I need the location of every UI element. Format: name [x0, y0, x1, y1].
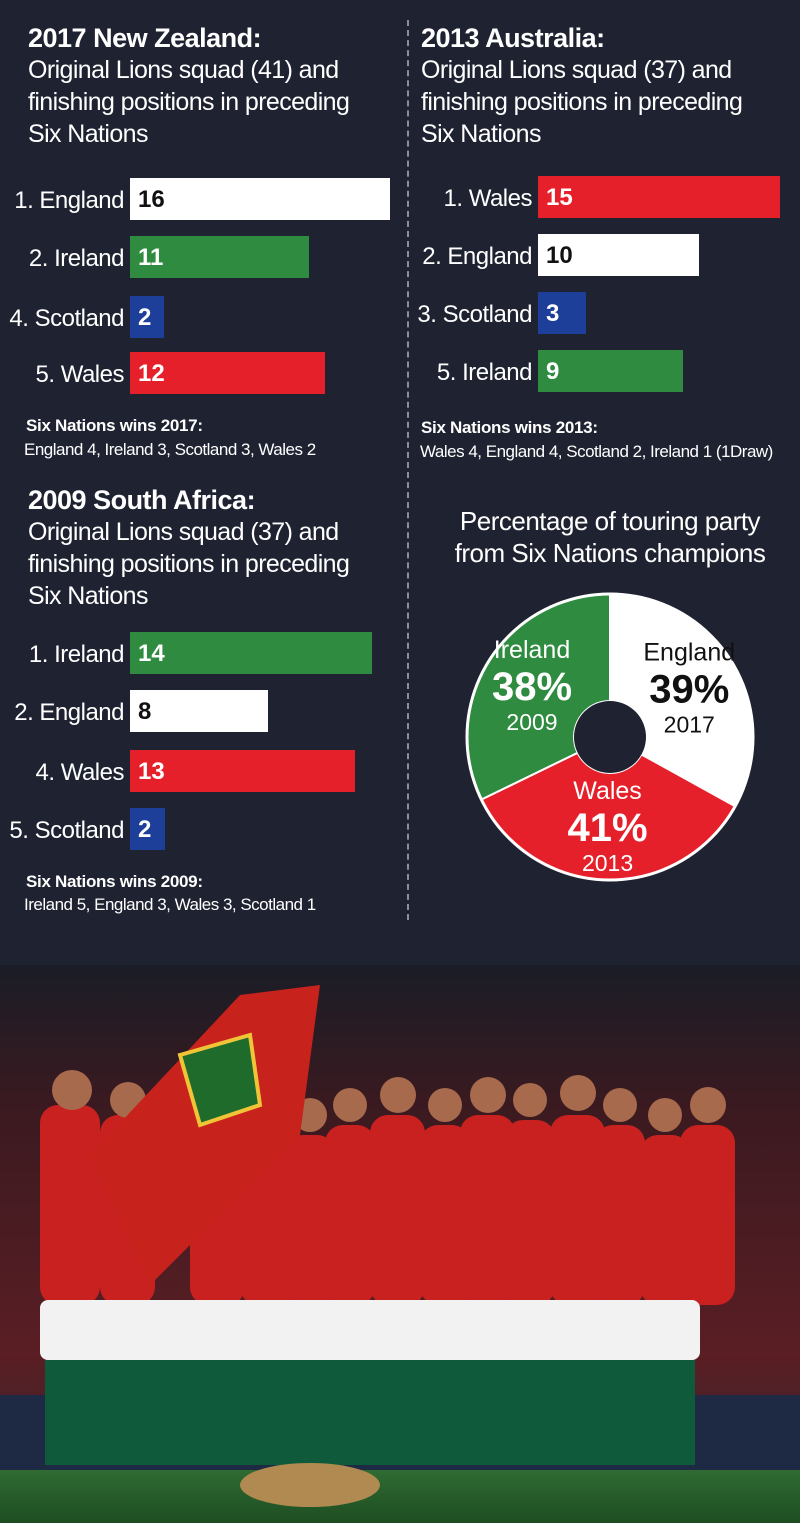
wins-text: Wales 4, England 4, Scotland 2, Ireland …	[420, 442, 773, 461]
bar: 8	[130, 690, 269, 732]
bar: 2	[130, 808, 165, 850]
team-photo-illustration	[0, 965, 800, 1523]
bar: 3	[538, 292, 587, 334]
bar: 11	[130, 236, 309, 278]
bar: 2	[130, 296, 164, 338]
lion-mascot	[240, 1463, 380, 1507]
bar-value-label: 10	[546, 242, 573, 269]
panel-subtitle-line: Original Lions squad (37) and	[421, 56, 732, 84]
bar-chart-aus2013: 1. Wales 15 2. England 10 3. Scotland 3 5. Ire…	[0, 0, 800, 420]
panel-title: 2013 Australia:	[421, 23, 605, 53]
pie-title-line: from Six Nations champions	[454, 538, 766, 568]
bar-value-label: 2	[138, 304, 152, 331]
panel-aus2013: 2013 Australia: Original Lions squad (37…	[421, 22, 791, 150]
pie-title: Percentage of touring party from Six Nat…	[430, 505, 790, 569]
wins-heading: Six Nations wins 2017:	[26, 416, 203, 435]
bar: 12	[130, 352, 325, 394]
pie-slice-percent-label: 38%	[492, 665, 572, 709]
panel-subtitle-line: Six Nations	[28, 582, 148, 610]
pitch-grass	[0, 1470, 800, 1523]
bar-value-label: 2	[138, 816, 152, 843]
bar: 13	[130, 750, 355, 792]
bar: 14	[130, 632, 372, 674]
panel-sa2009: 2009 South Africa: Original Lions squad …	[28, 484, 398, 612]
bar-category-label: 3. Scotland	[417, 301, 532, 328]
wins-heading: Six Nations wins 2013:	[421, 418, 598, 437]
pie-slice-ireland	[466, 592, 611, 801]
wins-text: England 4, Ireland 3, Scotland 3, Wales …	[24, 440, 316, 459]
pie-slice-year-label: 2009	[506, 709, 557, 735]
bar-chart-sa2009: 1. Ireland 14 2. England 8 4. Wales 13 5. Scot…	[0, 0, 400, 860]
panel-nz2017: 2017 New Zealand: Original Lions squad (…	[28, 22, 398, 150]
column-divider	[407, 20, 409, 920]
pie-slice-percent-label: 41%	[568, 806, 648, 850]
bar-category-label: 5. Scotland	[9, 817, 124, 844]
panel-subtitle-line: Original Lions squad (41) and	[28, 56, 339, 84]
bar-category-label: 2. England	[422, 243, 532, 270]
bar-category-label: 1. Wales	[443, 185, 533, 212]
bar-category-label: 5. Ireland	[436, 359, 533, 386]
donut-hole	[574, 701, 646, 773]
bar: 9	[538, 350, 684, 392]
bar-value-label: 12	[138, 360, 165, 387]
bar: 16	[130, 178, 390, 220]
flag-crest	[177, 1032, 263, 1128]
bar-value-label: 13	[138, 758, 165, 785]
bar-category-label: 2. England	[14, 699, 124, 726]
pie-slice-year-label: 2013	[582, 850, 633, 876]
bar-category-label: 5. Wales	[35, 361, 125, 388]
pie-slice-england	[609, 592, 754, 808]
panel-title: 2017 New Zealand:	[28, 23, 262, 53]
pie-slice-name-label: Ireland	[494, 636, 570, 664]
pie-title-line: Percentage of touring party	[459, 506, 761, 536]
pie-outline	[465, 592, 755, 882]
bar-value-label: 9	[546, 358, 560, 385]
bar-category-label: 4. Wales	[35, 759, 125, 786]
pie-slice-name-label: England	[643, 638, 735, 666]
bar-value-label: 15	[546, 184, 573, 211]
bar-value-label: 11	[138, 244, 164, 271]
bar-value-label: 8	[138, 698, 152, 725]
panel-subtitle-line: Six Nations	[421, 120, 541, 148]
player-socks	[45, 1360, 695, 1465]
pie-slice-wales	[480, 751, 737, 881]
panel-subtitle-line: finishing positions in preceding	[28, 88, 350, 116]
panel-subtitle-line: Original Lions squad (37) and	[28, 518, 339, 546]
bar-chart-nz2017: 1. England 16 2. Ireland 11 4. Scotland 2 5. W…	[0, 0, 400, 420]
panel-subtitle-line: Six Nations	[28, 120, 148, 148]
bar-category-label: 4. Scotland	[9, 305, 124, 332]
bar: 15	[538, 176, 780, 218]
bar-value-label: 16	[138, 186, 165, 213]
panel-subtitle-line: finishing positions in preceding	[28, 550, 350, 578]
pie-slice-percent-label: 39%	[649, 667, 729, 711]
player-shorts	[40, 1300, 700, 1360]
team-photo	[0, 965, 800, 1523]
pie-slice-year-label: 2017	[664, 711, 715, 737]
panel-title: 2009 South Africa:	[28, 485, 256, 515]
bar-value-label: 14	[138, 640, 165, 667]
wins-heading: Six Nations wins 2009:	[26, 872, 203, 891]
bar: 10	[538, 234, 700, 276]
bar-value-label: 3	[546, 300, 560, 327]
lions-flag	[90, 985, 320, 1285]
bar-category-label: 1. Ireland	[28, 641, 125, 668]
bar-category-label: 1. England	[14, 187, 124, 214]
panel-subtitle-line: finishing positions in preceding	[421, 88, 743, 116]
wins-text: Ireland 5, England 3, Wales 3, Scotland …	[24, 895, 316, 914]
pie-slice-name-label: Wales	[573, 777, 642, 805]
bar-category-label: 2. Ireland	[28, 245, 125, 272]
